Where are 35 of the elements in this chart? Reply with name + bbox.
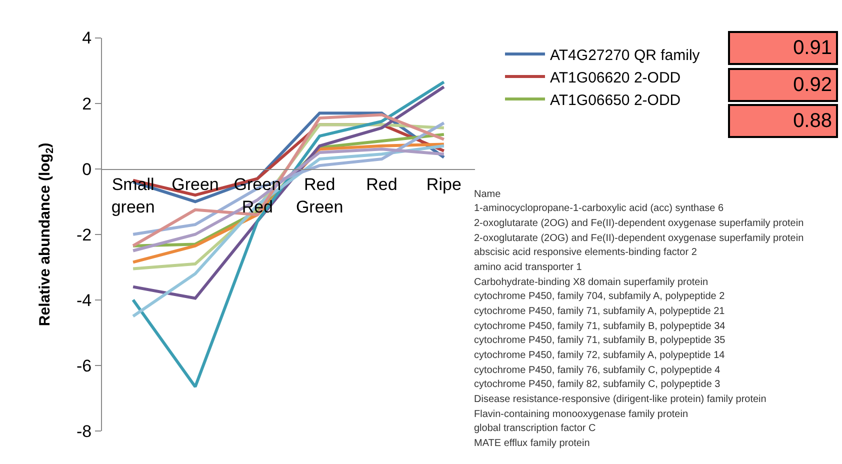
- y-tick-label: 4: [82, 28, 92, 48]
- annotation: Name: [474, 189, 502, 200]
- text: 0.91: [793, 37, 832, 59]
- x-tick-label: Green: [172, 175, 219, 194]
- annotation: cytochrome P450, family 71, subfamily B, polypeptide 35: [474, 335, 726, 346]
- annotation: cytochrome P450, family 76, subfamily C, polypeptide 4: [474, 365, 721, 376]
- annotation: abscisic acid responsive elements-binding factor 2: [474, 247, 698, 258]
- annotation: global transcription factor C: [474, 423, 596, 434]
- legend-label: AT4G27270 QR family: [550, 46, 700, 64]
- annotation: cytochrome P450, family 71, subfamily A, polypeptide 21: [474, 306, 726, 317]
- annotation: cytochrome P450, family 82, subfamily C, polypeptide 3: [474, 379, 721, 390]
- y-tick-label: -2: [76, 225, 92, 244]
- annotation: cytochrome P450, family 72, subfamily A, polypeptide 14: [474, 350, 726, 361]
- x-tick-label: Red Green: [296, 175, 344, 216]
- text: MATE efflux family protein: [474, 438, 590, 449]
- legend-label: AT1G06650 2-ODD: [550, 92, 681, 109]
- annotation: Disease resistance-responsive (dirigent-like protein) family protein: [474, 394, 766, 405]
- y-tick-label: -6: [76, 356, 92, 376]
- y-tick-label: -4: [76, 290, 92, 310]
- legend-label: AT1G06620 2-ODD: [550, 69, 681, 86]
- annotation: amino acid transporter 1: [474, 262, 582, 273]
- annotation: Carbohydrate-binding X8 domain superfamily protein: [474, 277, 708, 288]
- annotation: 1-aminocyclopropane-1-carboxylic acid (acc) synthase 6: [474, 203, 724, 214]
- annotation: cytochrome P450, family 704, subfamily A, polypeptide 2: [474, 291, 726, 302]
- x-tick-label: Red: [366, 175, 398, 194]
- y-tick-label: -8: [76, 422, 92, 441]
- y-tick-label: 2: [82, 94, 92, 114]
- annotation: 2-oxoglutarate (2OG) and Fe(II)-dependent oxygenase superfamily protein: [474, 218, 804, 229]
- y-tick-label: 0: [82, 160, 92, 179]
- text: 0.92: [793, 74, 832, 96]
- text: 0.88: [793, 110, 832, 132]
- annotation: cytochrome P450, family 71, subfamily B, polypeptide 34: [474, 321, 726, 332]
- x-tick-label: Ripe: [426, 175, 462, 194]
- annotation: Flavin-containing monooxygenase family protein: [474, 409, 688, 420]
- annotation: 2-oxoglutarate (2OG) and Fe(II)-dependent oxygenase superfamily protein: [474, 233, 804, 244]
